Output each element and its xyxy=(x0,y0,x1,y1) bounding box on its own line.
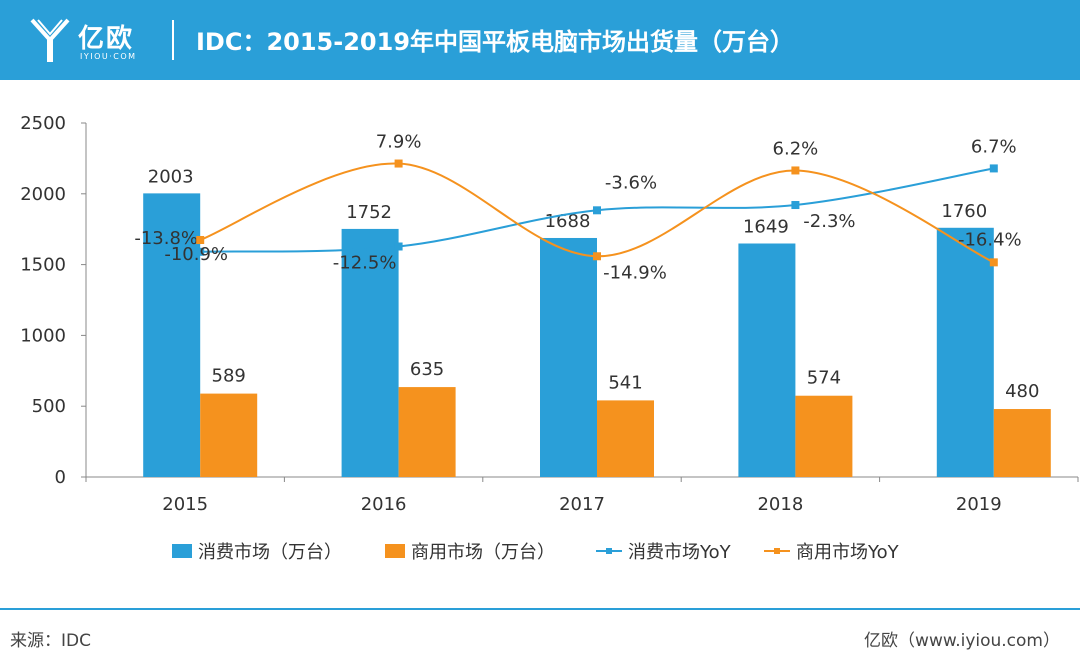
marker-consumer-yoy xyxy=(791,201,800,210)
header-divider xyxy=(172,20,174,60)
data-label-commercial: 574 xyxy=(807,368,841,389)
marker-commercial-yoy xyxy=(791,166,800,175)
data-label-consumer-yoy: -2.3% xyxy=(803,211,855,232)
legend-swatch-commercial-yoy xyxy=(764,544,790,558)
data-label-commercial-yoy: -14.9% xyxy=(603,262,667,283)
bar-commercial xyxy=(993,409,1051,477)
logo-text: 亿欧 xyxy=(78,24,135,54)
bar-consumer xyxy=(540,237,597,477)
data-label-commercial: 635 xyxy=(410,359,444,380)
marker-commercial-yoy xyxy=(196,235,205,244)
data-label-consumer-yoy: 6.7% xyxy=(971,136,1017,157)
data-label-commercial: 541 xyxy=(608,372,642,393)
logo-subtext: IYIOU·COM xyxy=(80,52,137,61)
bar-consumer xyxy=(143,193,201,478)
x-tick-label: 2017 xyxy=(559,494,605,515)
site-credit: 亿欧（www.iyiou.com） xyxy=(864,631,1060,651)
data-label-commercial-yoy: 7.9% xyxy=(376,132,422,153)
bar-commercial xyxy=(597,400,654,477)
marker-consumer-yoy xyxy=(196,247,205,256)
data-label-commercial: 589 xyxy=(212,366,246,387)
chart: 0 500 1000 1500 2000 2500 2003 589 2015 1752 635 20… xyxy=(20,113,1079,515)
y-tick-label: 0 xyxy=(55,467,66,488)
data-label-consumer-yoy: -13.8% xyxy=(134,228,198,249)
y-tick-label: 1500 xyxy=(20,255,66,276)
legend-item-consumer-yoy: 消费市场YoY xyxy=(596,538,731,564)
x-tick-label: 2016 xyxy=(361,494,407,515)
data-label-consumer: 1760 xyxy=(941,201,987,222)
data-label-commercial: 480 xyxy=(1005,381,1039,402)
legend: 消费市场（万台） 商用市场（万台） 消费市场YoY 商用市场YoY xyxy=(0,538,1080,568)
x-tick-label: 2019 xyxy=(956,494,1002,515)
bar-commercial xyxy=(795,395,853,477)
data-label-commercial-yoy: -16.4% xyxy=(958,229,1022,250)
data-label-consumer: 2003 xyxy=(148,166,194,187)
bar-commercial xyxy=(398,387,456,477)
bar-consumer xyxy=(936,227,994,477)
marker-consumer-yoy xyxy=(593,206,601,215)
y-tick-label: 1000 xyxy=(20,325,66,346)
bar-consumer xyxy=(738,243,796,477)
logo-icon xyxy=(30,18,70,62)
legend-item-consumer: 消费市场（万台） xyxy=(172,538,342,564)
data-label-consumer: 1752 xyxy=(346,202,392,223)
legend-swatch-consumer xyxy=(172,544,192,558)
marker-commercial-yoy xyxy=(593,252,601,261)
data-label-consumer: 1649 xyxy=(743,217,789,238)
legend-item-commercial: 商用市场（万台） xyxy=(385,538,555,564)
data-label-commercial-yoy: -10.9% xyxy=(164,244,228,265)
marker-commercial-yoy xyxy=(394,159,403,168)
logo: 亿欧 IYIOU·COM xyxy=(28,12,178,68)
footer-divider xyxy=(0,608,1080,610)
legend-item-commercial-yoy: 商用市场YoY xyxy=(764,538,899,564)
y-tick-label: 2000 xyxy=(20,184,66,205)
marker-consumer-yoy xyxy=(394,242,403,251)
legend-swatch-commercial xyxy=(385,544,405,558)
y-tick-label: 2500 xyxy=(20,113,66,134)
data-label-commercial-yoy: 6.2% xyxy=(773,138,819,159)
bar-consumer xyxy=(341,228,399,477)
legend-swatch-consumer-yoy xyxy=(596,544,622,558)
legend-label-consumer: 消费市场（万台） xyxy=(198,542,342,563)
marker-consumer-yoy xyxy=(989,164,998,173)
legend-label-commercial-yoy: 商用市场YoY xyxy=(796,542,899,563)
legend-label-commercial: 商用市场（万台） xyxy=(411,542,555,563)
marker-commercial-yoy xyxy=(989,258,998,267)
source-note: 来源：IDC xyxy=(10,631,91,651)
x-tick-label: 2015 xyxy=(162,494,208,515)
x-tick-label: 2018 xyxy=(757,494,803,515)
y-tick-label: 500 xyxy=(32,396,66,417)
bar-commercial xyxy=(200,393,258,477)
legend-label-consumer-yoy: 消费市场YoY xyxy=(628,542,731,563)
data-label-consumer-yoy: -3.6% xyxy=(605,172,657,193)
data-label-consumer-yoy: -12.5% xyxy=(333,253,397,274)
page-title: IDC：2015-2019年中国平板电脑市场出货量（万台） xyxy=(196,28,795,56)
header-banner: 亿欧 IYIOU·COM IDC：2015-2019年中国平板电脑市场出货量（万… xyxy=(0,0,1080,80)
